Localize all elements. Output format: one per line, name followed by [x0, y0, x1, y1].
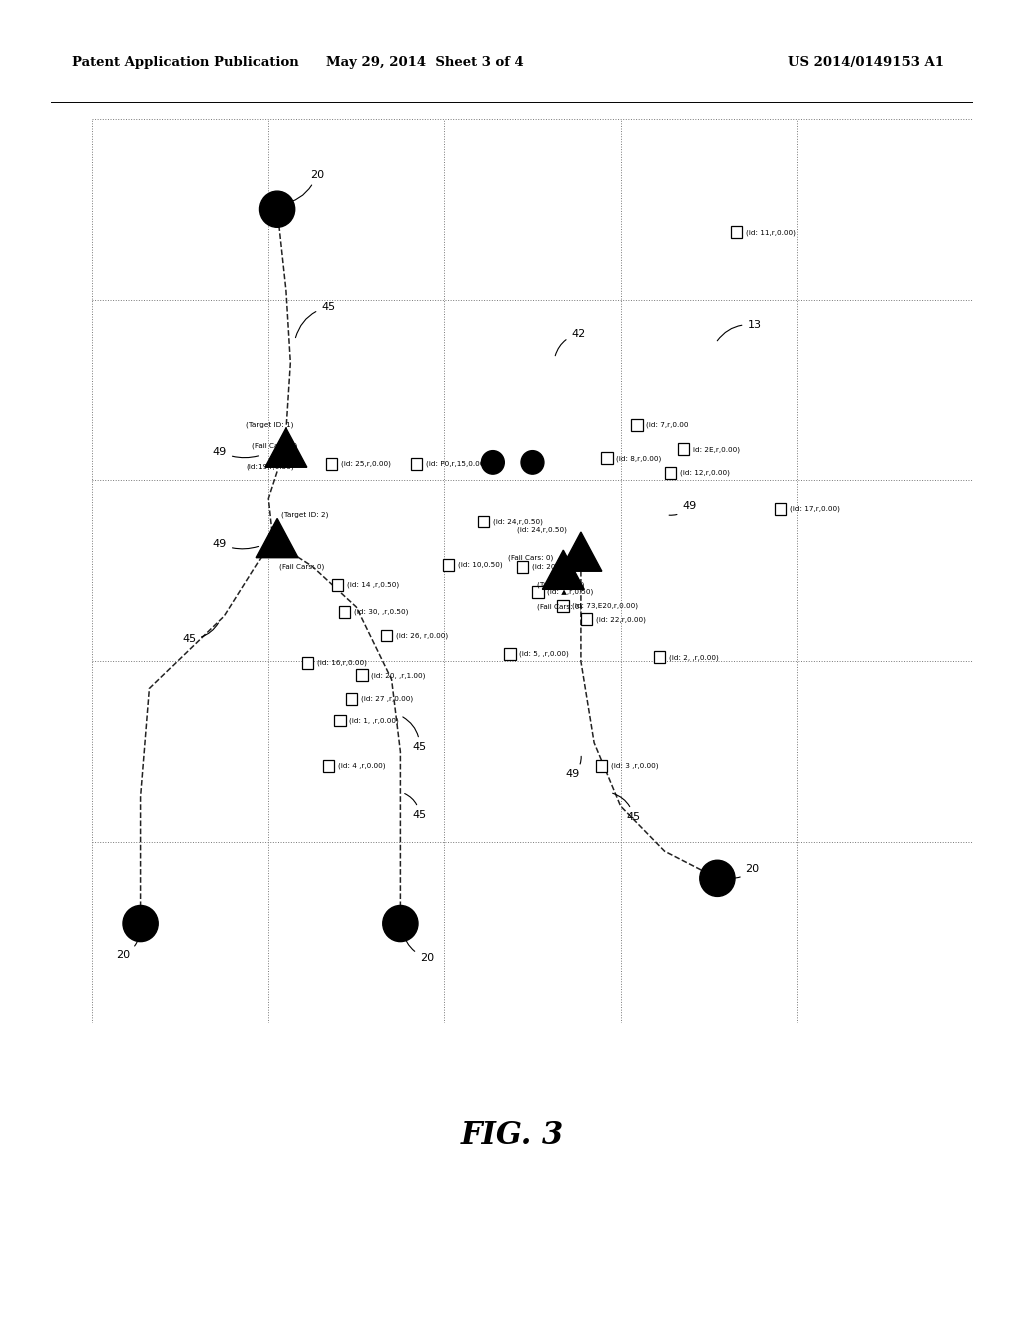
Polygon shape	[265, 428, 307, 467]
Text: 49: 49	[565, 756, 582, 779]
Text: 45: 45	[404, 793, 427, 820]
Text: (id: 26, r,0.00): (id: 26, r,0.00)	[396, 632, 449, 639]
Text: (id: 73,E20,r,0.00): (id: 73,E20,r,0.00)	[572, 602, 638, 609]
Text: 20: 20	[725, 865, 760, 878]
Bar	[596, 760, 607, 772]
Text: (id: 14 ,r,0.50): (id: 14 ,r,0.50)	[347, 582, 398, 589]
Text: (id: ▲,r,0.50): (id: ▲,r,0.50)	[548, 589, 594, 595]
Bar	[504, 648, 516, 660]
Bar	[302, 657, 313, 668]
Circle shape	[699, 861, 735, 896]
Bar	[442, 560, 454, 570]
Text: 42: 42	[555, 329, 586, 355]
Bar	[411, 458, 422, 470]
Bar	[581, 614, 592, 626]
Bar	[381, 630, 392, 642]
Text: (Fail Cars: 0): (Fail Cars: 0)	[537, 603, 582, 610]
Text: FIG. 3: FIG. 3	[461, 1119, 563, 1151]
Text: 45: 45	[296, 302, 335, 338]
Text: (Target ID: 1): (Target ID: 1)	[247, 421, 294, 428]
Text: 45: 45	[612, 793, 641, 822]
Text: (id: 22,r,0.00): (id: 22,r,0.00)	[596, 616, 646, 623]
Text: (id: 7,r,0.00: (id: 7,r,0.00	[646, 421, 688, 428]
Text: 49: 49	[213, 539, 259, 549]
Text: (id: 17,r,0.00): (id: 17,r,0.00)	[790, 506, 840, 512]
Text: 20: 20	[282, 170, 324, 205]
Bar	[665, 467, 676, 479]
Bar	[557, 599, 568, 611]
Text: US 2014/0149153 A1: US 2014/0149153 A1	[788, 57, 944, 69]
Circle shape	[481, 450, 504, 474]
Text: (Fail Cars: 0): (Fail Cars: 0)	[279, 564, 325, 570]
Bar	[478, 516, 489, 528]
Text: (id: 8,r,0.00): (id: 8,r,0.00)	[616, 455, 662, 462]
Text: (Target ID: 3): (Target ID: 3)	[537, 581, 585, 587]
Bar	[517, 561, 528, 573]
Text: 49: 49	[669, 500, 696, 515]
Text: 45: 45	[402, 717, 427, 752]
Text: (id: 1, ,r,0.00): (id: 1, ,r,0.00)	[349, 717, 399, 723]
Bar	[334, 714, 346, 726]
Circle shape	[383, 906, 418, 941]
Bar	[631, 418, 643, 430]
Bar	[339, 606, 350, 618]
Text: 13: 13	[717, 319, 762, 341]
Polygon shape	[256, 519, 298, 557]
Bar	[326, 458, 337, 470]
Text: (id: 24,r,0.50): (id: 24,r,0.50)	[493, 519, 543, 525]
Text: (id: 20,r,0.50): (id: 20,r,0.50)	[531, 564, 582, 570]
Text: (id: 4 ,r,0.00): (id: 4 ,r,0.00)	[338, 763, 385, 770]
Circle shape	[521, 450, 544, 474]
Text: 45: 45	[182, 623, 218, 644]
Text: (id: 5, ,r,0.00): (id: 5, ,r,0.00)	[519, 651, 569, 657]
Text: (Target ID: 2): (Target ID: 2)	[282, 512, 329, 517]
Text: (id: 24,r,0.50): (id: 24,r,0.50)	[517, 527, 566, 533]
Text: (Fail Cars: 0): (Fail Cars: 0)	[253, 444, 298, 449]
Circle shape	[123, 906, 158, 941]
Text: (id: 16,r,0.00): (id: 16,r,0.00)	[316, 660, 367, 665]
Bar	[601, 453, 612, 465]
Text: (id: 2, ,r,0.00): (id: 2, ,r,0.00)	[669, 653, 719, 660]
Bar	[346, 693, 357, 705]
Text: id: 2E,r,0.00): id: 2E,r,0.00)	[693, 446, 739, 453]
Text: (id: 3 ,r,0.00): (id: 3 ,r,0.00)	[611, 763, 658, 770]
Text: (id: 27 ,r,0.00): (id: 27 ,r,0.00)	[360, 696, 413, 702]
Polygon shape	[543, 550, 585, 589]
Text: May 29, 2014  Sheet 3 of 4: May 29, 2014 Sheet 3 of 4	[326, 57, 524, 69]
Text: Patent Application Publication: Patent Application Publication	[72, 57, 298, 69]
Text: 20: 20	[116, 931, 140, 960]
Bar	[731, 227, 742, 238]
Text: (Fail Cars: 0): (Fail Cars: 0)	[508, 554, 553, 561]
Text: 20: 20	[402, 931, 434, 962]
Text: 49: 49	[213, 446, 259, 458]
Bar	[332, 579, 343, 591]
Bar	[323, 760, 334, 772]
Bar	[356, 669, 368, 681]
Bar	[678, 444, 689, 455]
Text: (id: P0,r,15,0.00): (id: P0,r,15,0.00)	[426, 461, 487, 467]
Text: (id: 11,r,0.00): (id: 11,r,0.00)	[745, 230, 796, 235]
Bar	[775, 503, 786, 515]
Text: (id: 10,0.50): (id: 10,0.50)	[458, 562, 502, 569]
Bar	[532, 586, 544, 598]
Bar	[654, 651, 666, 663]
Circle shape	[259, 191, 295, 227]
Text: (id: 12,r,0.00): (id: 12,r,0.00)	[680, 470, 729, 477]
Text: (id:19,r,0.50): (id:19,r,0.50)	[247, 463, 294, 470]
Text: (id: 25,r,0.00): (id: 25,r,0.00)	[341, 461, 390, 467]
Text: (id: 30, ,r,0.50): (id: 30, ,r,0.50)	[353, 609, 409, 615]
Text: (id: 20, ,r,1.00): (id: 20, ,r,1.00)	[372, 672, 426, 678]
Polygon shape	[560, 532, 602, 572]
